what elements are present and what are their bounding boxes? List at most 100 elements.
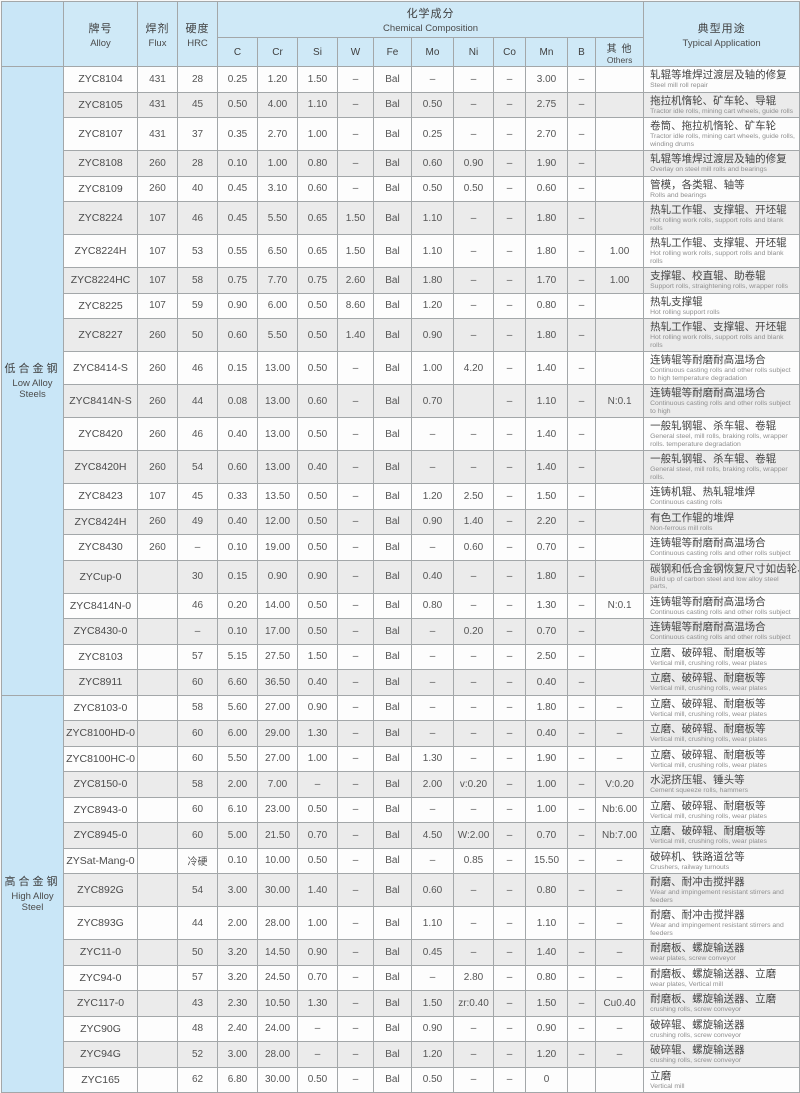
chem-value-cell: 0.50	[297, 508, 338, 535]
chem-value-cell: 0.50	[297, 1066, 338, 1093]
chem-value-cell: –	[567, 822, 596, 849]
chem-value-cell: –	[567, 417, 596, 451]
chem-value-cell: 0.90	[297, 694, 338, 721]
chem-value-cell: –	[453, 873, 494, 907]
chem-value-cell: –	[453, 796, 494, 823]
chem-value-cell	[594, 669, 645, 696]
chem-value-cell: –	[297, 1041, 338, 1068]
chem-value-cell: 23.00	[257, 796, 298, 823]
table-row: ZYC8424H 260 49 0.40 12.00 0.50– Bal 0.90 1.40–2…	[2, 508, 800, 535]
application-cell: 立磨、破碎辊、耐磨板等 Vertical mill, crushing rolls…	[643, 720, 800, 747]
chem-value-cell: 0.70	[525, 618, 568, 645]
chem-value-cell: 3.00	[217, 1041, 258, 1068]
alloy-header-zh: 牌号	[88, 22, 113, 35]
chem-value-cell: –	[493, 873, 526, 907]
col-header-mo: Mo	[411, 37, 454, 67]
chem-value-cell: 1.80	[525, 694, 568, 721]
chem-value-cell: –	[594, 694, 645, 721]
chem-value-cell: 5.00	[217, 822, 258, 849]
application-cell: 轧辊等堆焊过渡层及轴的修复 Overlay on steel mill rolls…	[643, 150, 800, 177]
chem-value-cell: –	[594, 906, 645, 940]
chem-value-cell: 0.40	[525, 669, 568, 696]
chem-value-cell: 2.70	[525, 117, 568, 151]
alloy-name-cell: ZYC8224	[63, 201, 138, 235]
flux-cell: 260	[137, 150, 178, 177]
chem-value-cell: Bal	[373, 318, 412, 352]
application-cell: 立磨、破碎辊、耐磨板等 Vertical mill, crushing rolls…	[643, 669, 800, 696]
alloy-name-cell: ZYC8414N-S	[63, 384, 138, 418]
chem-value-cell: 1.80	[525, 318, 568, 352]
chem-value-cell: 0.50	[297, 847, 338, 874]
alloy-name-cell: ZYSat-Mang-0	[63, 847, 138, 874]
chem-value-cell: –	[567, 720, 596, 747]
chem-value-cell: –	[567, 1041, 596, 1068]
chem-value-cell: –	[337, 1015, 374, 1042]
chem-value-cell: Bal	[373, 618, 412, 645]
chem-value-cell: –	[337, 150, 374, 177]
table-row: ZYC8430 260–0.10 19.00 0.50– Bal –0.60–0.70– 连…	[2, 534, 800, 561]
alloy-name-cell: ZYC8100HC-0	[63, 745, 138, 772]
chem-value-cell: Bal	[373, 384, 412, 418]
chem-value-cell: 27.00	[257, 694, 298, 721]
chem-value-cell: 0.75	[217, 267, 258, 294]
chem-value-cell: Bal	[373, 990, 412, 1017]
chem-value-cell: 3.20	[217, 964, 258, 991]
chem-value-cell: –	[411, 796, 454, 823]
flux-header-zh: 焊剂	[145, 22, 170, 35]
chem-value-cell: zr:0.40	[453, 990, 494, 1017]
chem-value-cell: Cu0.40	[594, 990, 645, 1017]
chem-value-cell	[594, 483, 645, 510]
chem-value-cell: –	[493, 117, 526, 151]
chem-value-cell: –	[337, 592, 374, 619]
chem-value-cell: –	[453, 1015, 494, 1042]
chem-value-cell: –	[337, 643, 374, 670]
hrc-cell: 62	[177, 1066, 218, 1093]
chem-value-cell	[594, 175, 645, 202]
chem-value-cell: Bal	[373, 66, 412, 93]
table-row: ZYC8945-0 60 5.00 21.50 0.70– Bal 4.50 W:2.00–0…	[2, 822, 800, 849]
chem-value-cell: –	[337, 771, 374, 798]
chem-value-cell: 0.50	[297, 318, 338, 352]
chem-value-cell: –	[297, 1015, 338, 1042]
chem-value-cell: 1.30	[525, 592, 568, 619]
chem-value-cell: Bal	[373, 771, 412, 798]
chem-value-cell: –	[337, 175, 374, 202]
chem-value-cell: –	[297, 771, 338, 798]
flux-cell	[137, 990, 178, 1017]
chem-value-cell	[567, 1066, 596, 1093]
chem-value-cell: 1.00	[297, 906, 338, 940]
hrc-cell: –	[177, 534, 218, 561]
application-cell: 立磨、破碎辊、耐磨板等 Vertical mill, crushing rolls…	[643, 796, 800, 823]
table-row: ZYC8150-0 58 2.00 7.00– – Bal 2.00 v:0.20–1.00–…	[2, 771, 800, 798]
hrc-cell: 48	[177, 1015, 218, 1042]
table-row: ZYC893G 44 2.00 28.00 1.00– Bal 1.10– –1.10– – 耐磨…	[2, 906, 800, 940]
hrc-cell: 45	[177, 91, 218, 118]
col-header-typical-application: 典型用途 Typical Application	[643, 1, 800, 67]
flux-cell: 107	[137, 267, 178, 294]
chem-value-cell: 6.60	[217, 669, 258, 696]
chem-value-cell: –	[337, 559, 374, 594]
flux-cell: 260	[137, 534, 178, 561]
chem-value-cell: –	[493, 618, 526, 645]
chem-value-cell: –	[567, 669, 596, 696]
chem-value-cell: 0.60	[217, 450, 258, 484]
table-row: ZYC8224HC 107 58 0.75 7.70 0.75 2.60 Bal 1.80– –1…	[2, 267, 800, 294]
application-cell: 连铸机辊、热轧辊堆焊 Continuous casting rolls	[643, 483, 800, 510]
chem-value-cell: –	[337, 822, 374, 849]
chem-value-cell: 0.70	[525, 534, 568, 561]
hrc-cell: 49	[177, 508, 218, 535]
chem-value-cell: –	[453, 417, 494, 451]
flux-cell	[137, 964, 178, 991]
chem-value-cell: 0.80	[525, 873, 568, 907]
alloy-name-cell: ZYC8943-0	[63, 796, 138, 823]
application-cell: 破碎机、铁路道岔等 Crushers, railway turnouts	[643, 847, 800, 874]
chem-value-cell	[594, 559, 645, 594]
col-header-ni: Ni	[453, 37, 494, 67]
chem-value-cell: 0.50	[217, 91, 258, 118]
chem-value-cell: –	[453, 669, 494, 696]
chem-value-cell: –	[493, 318, 526, 352]
table-header: 牌号 Alloy 焊剂 Flux 硬度 HRC 化学成分 Chemical Co…	[1, 1, 800, 67]
application-cell: 热轧工作辊、支撑辊、开坯辊 Hot rolling work rolls, sup…	[643, 234, 800, 268]
chem-value-cell	[594, 534, 645, 561]
chem-value-cell: –	[567, 450, 596, 484]
